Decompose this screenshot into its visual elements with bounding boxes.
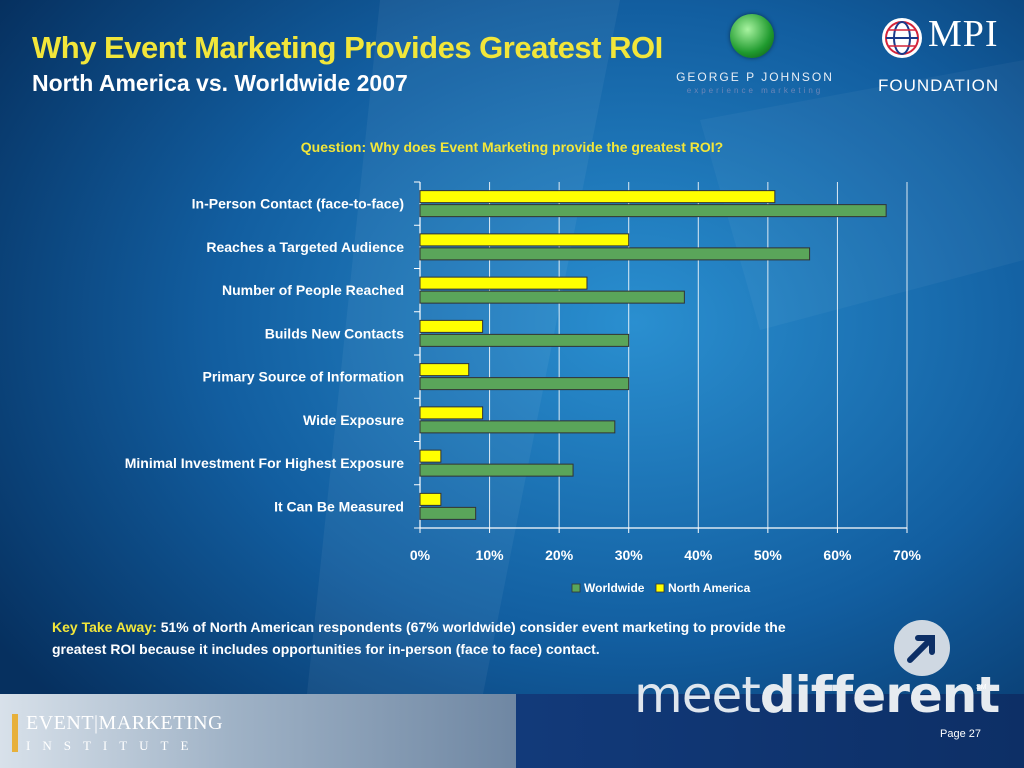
bar-worldwide bbox=[419, 204, 887, 218]
x-tick-label: 40% bbox=[684, 547, 713, 563]
george-p-johnson-logo: GEORGE P JOHNSON experience marketing bbox=[650, 14, 860, 100]
category-label: Wide Exposure bbox=[303, 412, 404, 428]
category-label: Minimal Investment For Highest Exposure bbox=[125, 455, 404, 471]
page-number: Page 27 bbox=[940, 728, 981, 740]
gpj-logo-name: GEORGE P JOHNSON bbox=[676, 70, 834, 84]
key-takeaway: Key Take Away: 51% of North American res… bbox=[52, 616, 842, 660]
legend-swatch bbox=[571, 583, 581, 593]
slide-title: Why Event Marketing Provides Greatest RO… bbox=[32, 30, 663, 65]
category-label: Primary Source of Information bbox=[203, 369, 404, 385]
legend-swatch bbox=[655, 583, 665, 593]
bar-north-america bbox=[419, 449, 442, 463]
legend-label: North America bbox=[668, 581, 751, 595]
gpj-emblem-icon bbox=[730, 14, 774, 58]
md-different-text: different bbox=[759, 666, 1000, 724]
emi-logo-line2: INSTITUTE bbox=[26, 738, 201, 753]
bar-north-america bbox=[419, 276, 588, 290]
bar-worldwide bbox=[419, 247, 811, 261]
globe-icon bbox=[882, 18, 922, 58]
emi-accent-bar bbox=[12, 714, 18, 752]
footer-dark-band bbox=[516, 694, 1024, 768]
mpi-wordmark: MPI bbox=[928, 13, 999, 55]
category-label: Builds New Contacts bbox=[265, 325, 404, 341]
x-tick-label: 0% bbox=[410, 547, 431, 563]
bar-north-america bbox=[419, 406, 484, 420]
takeaway-label: Key Take Away: bbox=[52, 619, 157, 635]
roi-bar-chart: Question: Why does Event Marketing provi… bbox=[125, 139, 922, 595]
bar-worldwide bbox=[419, 290, 685, 304]
category-label: Reaches a Targeted Audience bbox=[206, 239, 404, 255]
chart-title: Question: Why does Event Marketing provi… bbox=[301, 139, 723, 155]
bar-worldwide bbox=[419, 420, 616, 434]
md-meet-text: meet bbox=[634, 666, 761, 724]
gpj-logo-tagline: experience marketing bbox=[686, 86, 824, 95]
category-label: Number of People Reached bbox=[222, 282, 404, 298]
bar-worldwide bbox=[419, 333, 630, 347]
bar-worldwide bbox=[419, 463, 574, 477]
event-marketing-institute-logo: EVENT|MARKETING INSTITUTE bbox=[0, 704, 230, 764]
category-label: It Can Be Measured bbox=[274, 498, 404, 514]
x-tick-label: 10% bbox=[476, 547, 505, 563]
x-tick-label: 70% bbox=[893, 547, 922, 563]
slide-subtitle: North America vs. Worldwide 2007 bbox=[32, 70, 408, 96]
emi-logo-line1: EVENT|MARKETING bbox=[26, 712, 224, 734]
mpi-foundation-logo: MPI FOUNDATION bbox=[868, 12, 1018, 102]
arrow-emblem-icon bbox=[894, 620, 950, 676]
x-tick-label: 60% bbox=[823, 547, 852, 563]
legend-label: Worldwide bbox=[584, 581, 645, 595]
bar-worldwide bbox=[419, 377, 630, 391]
footer-photo-band bbox=[0, 694, 516, 768]
bar-north-america bbox=[419, 319, 484, 333]
mpi-foundation-text: FOUNDATION bbox=[878, 76, 1000, 95]
x-tick-label: 20% bbox=[545, 547, 574, 563]
x-tick-label: 50% bbox=[754, 547, 783, 563]
takeaway-text: 51% of North American respondents (67% w… bbox=[52, 619, 786, 657]
meet-different-wordmark: meetdifferent bbox=[634, 666, 1000, 724]
category-label: In-Person Contact (face-to-face) bbox=[192, 196, 404, 212]
bar-worldwide bbox=[419, 506, 477, 520]
meet-different-logo: meetdifferent SM bbox=[630, 620, 1000, 724]
x-tick-label: 30% bbox=[615, 547, 644, 563]
bar-north-america bbox=[419, 233, 630, 247]
service-mark: SM bbox=[976, 684, 987, 691]
bar-north-america bbox=[419, 492, 442, 506]
bar-north-america bbox=[419, 363, 470, 377]
bar-north-america bbox=[419, 190, 776, 204]
